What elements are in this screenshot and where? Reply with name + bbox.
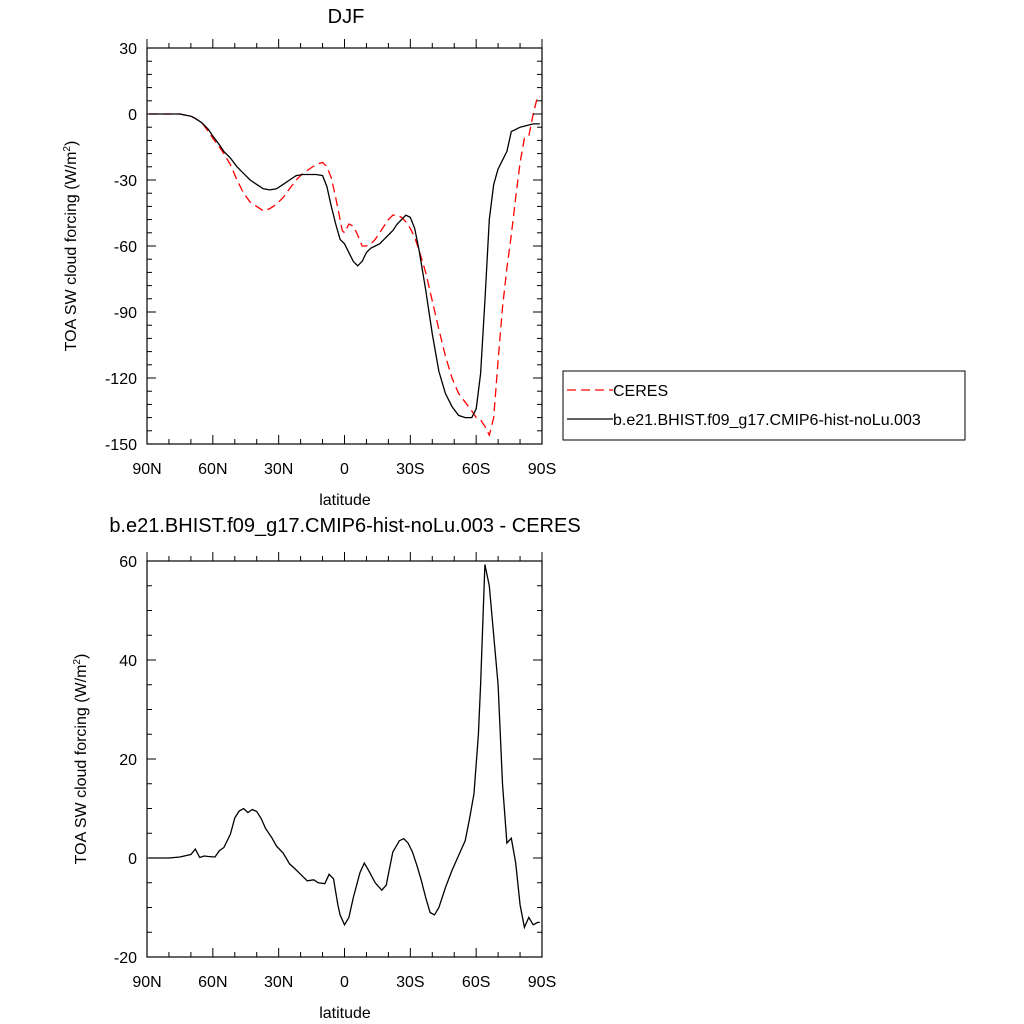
y-tick-label: 0 <box>128 851 137 868</box>
y-tick-label: -90 <box>114 305 137 322</box>
y-tick-label: 60 <box>119 554 137 571</box>
x-tick-label: 90S <box>528 461 556 478</box>
top-x-axis-label: latitude <box>319 492 371 509</box>
bottom-y-axis: 60 40 20 0 -20 <box>114 554 542 967</box>
legend: CERES b.e21.BHIST.f09_g17.CMIP6-hist-noL… <box>562 370 966 441</box>
bottom-x-axis-label: latitude <box>319 1005 371 1022</box>
y-tick-label: -60 <box>114 239 137 256</box>
x-tick-label: 60S <box>462 974 490 991</box>
x-tick-label: 90N <box>132 461 161 478</box>
top-plot-frame <box>146 47 543 445</box>
y-tick-label: -30 <box>114 173 137 190</box>
top-chart-title: DJF <box>328 6 365 28</box>
y-tick-label: -120 <box>105 371 137 388</box>
x-tick-label: 90S <box>528 974 556 991</box>
y-tick-label: 30 <box>119 41 137 58</box>
y-tick-label: 0 <box>128 107 137 124</box>
y-tick-label: 40 <box>119 653 137 670</box>
top-y-axis-label: TOA SW cloud forcing (W/m2) <box>62 141 80 352</box>
y-tick-label: -20 <box>114 950 137 967</box>
bottom-chart-panel: b.e21.BHIST.f09_g17.CMIP6-hist-noLu.003 … <box>72 515 581 1022</box>
model-series-line <box>149 113 540 419</box>
bottom-y-axis-label: TOA SW cloud forcing (W/m2) <box>72 654 90 865</box>
x-tick-label: 30N <box>264 461 293 478</box>
x-tick-label: 60N <box>198 974 227 991</box>
top-series-layer <box>149 95 540 438</box>
x-tick-label: 60S <box>462 461 490 478</box>
top-chart-panel: DJF 30 0 -30 -60 -90 -120 -150 90N 60N 30N 0 30S 60… <box>62 6 966 509</box>
legend-ceres-label: CERES <box>613 383 668 400</box>
y-tick-label: 20 <box>119 752 137 769</box>
x-tick-label: 30S <box>396 974 424 991</box>
x-tick-label: 0 <box>340 974 349 991</box>
difference-series-line <box>149 564 540 930</box>
x-tick-label: 30S <box>396 461 424 478</box>
x-tick-label: 60N <box>198 461 227 478</box>
legend-model-label: b.e21.BHIST.f09_g17.CMIP6-hist-noLu.003 <box>613 412 921 429</box>
bottom-series-layer <box>149 564 540 930</box>
legend-box <box>562 370 966 441</box>
top-y-axis: 30 0 -30 -60 -90 -120 -150 <box>105 41 542 454</box>
bottom-minor-ticks <box>147 556 542 957</box>
bottom-x-axis: 90N 60N 30N 0 30S 60S 90S <box>132 552 556 991</box>
x-tick-label: 0 <box>340 461 349 478</box>
x-tick-label: 30N <box>264 974 293 991</box>
top-minor-ticks <box>147 43 542 444</box>
y-tick-label: -150 <box>105 437 137 454</box>
bottom-chart-title: b.e21.BHIST.f09_g17.CMIP6-hist-noLu.003 … <box>109 515 580 537</box>
x-tick-label: 90N <box>132 974 161 991</box>
ceres-series-line <box>149 95 540 438</box>
top-x-axis: 90N 60N 30N 0 30S 60S 90S <box>132 39 556 478</box>
